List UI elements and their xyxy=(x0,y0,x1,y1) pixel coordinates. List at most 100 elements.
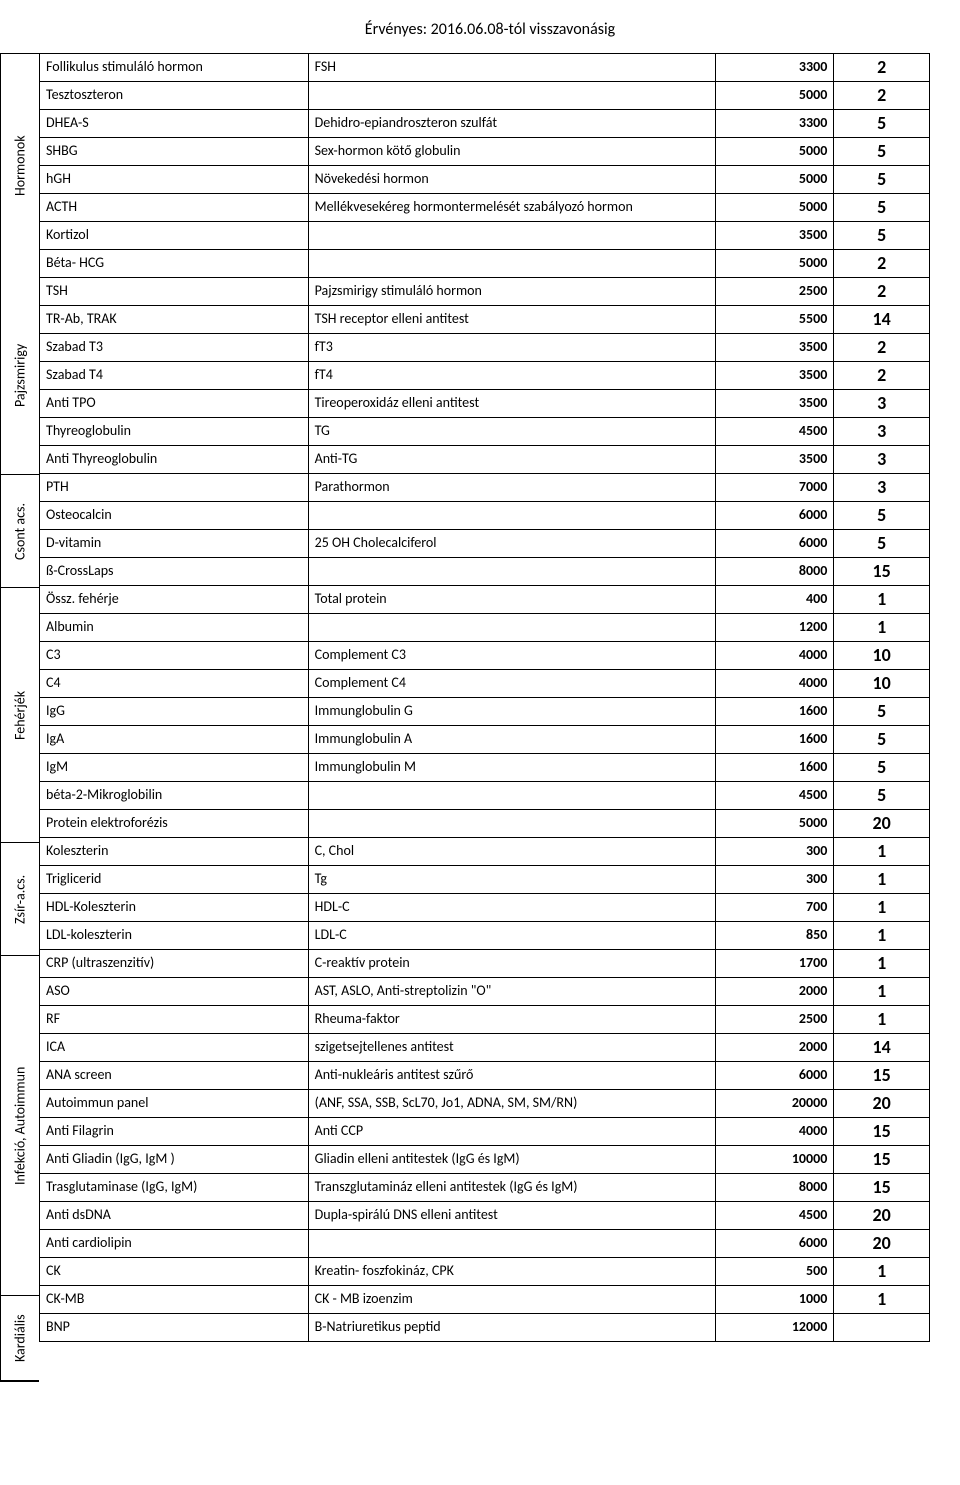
table-cell: Tg xyxy=(308,866,715,894)
table-cell xyxy=(834,1314,930,1342)
table-cell: Albumin xyxy=(40,614,309,642)
table-cell xyxy=(308,250,715,278)
table-cell: béta-2-Mikroglobilin xyxy=(40,782,309,810)
table-cell: 5000 xyxy=(715,810,834,838)
table-cell: 5 xyxy=(834,726,930,754)
table-cell: Anti-nukleáris antitest szűrő xyxy=(308,1062,715,1090)
table-cell: C3 xyxy=(40,642,309,670)
table-cell: 3 xyxy=(834,418,930,446)
table-row: CKKreatin- foszfokináz, CPK5001 xyxy=(40,1258,930,1286)
table-cell: FSH xyxy=(308,54,715,82)
table-cell: Anti Thyreoglobulin xyxy=(40,446,309,474)
table-cell: 3300 xyxy=(715,54,834,82)
table-cell: PTH xyxy=(40,474,309,502)
category-sidebar: HormonokPajzsmirigyCsont acs.FehérjékZsí… xyxy=(0,53,39,1382)
table-cell: CK-MB xyxy=(40,1286,309,1314)
table-cell: 1600 xyxy=(715,698,834,726)
table-cell: Gliadin elleni antitestek (IgG és IgM) xyxy=(308,1146,715,1174)
table-cell: C4 xyxy=(40,670,309,698)
table-row: béta-2-Mikroglobilin45005 xyxy=(40,782,930,810)
table-cell: IgG xyxy=(40,698,309,726)
table-cell: 5 xyxy=(834,782,930,810)
table-cell: 2500 xyxy=(715,1006,834,1034)
table-cell: 300 xyxy=(715,866,834,894)
table-row: C4Complement C4400010 xyxy=(40,670,930,698)
table-row: RFRheuma-faktor25001 xyxy=(40,1006,930,1034)
table-cell: 4000 xyxy=(715,670,834,698)
table-cell: Osteocalcin xyxy=(40,502,309,530)
table-cell xyxy=(308,810,715,838)
table-cell: CK - MB izoenzim xyxy=(308,1286,715,1314)
table-row: IgAImmunglobulin A16005 xyxy=(40,726,930,754)
table-cell: 14 xyxy=(834,1034,930,1062)
table-cell: Sex-hormon kötő globulin xyxy=(308,138,715,166)
table-cell: 15 xyxy=(834,1146,930,1174)
table-cell xyxy=(308,502,715,530)
table-row: CRP (ultraszenzitív)C-reaktív protein170… xyxy=(40,950,930,978)
table-cell: Anti dsDNA xyxy=(40,1202,309,1230)
table-cell: (ANF, SSA, SSB, ScL70, Jo1, ADNA, SM, SM… xyxy=(308,1090,715,1118)
table-cell: TSH xyxy=(40,278,309,306)
table-row: Albumin12001 xyxy=(40,614,930,642)
table-cell: 5 xyxy=(834,502,930,530)
table-row: Anti ThyreoglobulinAnti-TG35003 xyxy=(40,446,930,474)
table-cell: 3500 xyxy=(715,222,834,250)
table-row: ANA screenAnti-nukleáris antitest szűrő6… xyxy=(40,1062,930,1090)
category-label: Zsír-a.cs. xyxy=(1,843,39,956)
table-cell: 700 xyxy=(715,894,834,922)
table-cell: 4000 xyxy=(715,642,834,670)
table-cell: Mellékvesekéreg hormontermelését szabály… xyxy=(308,194,715,222)
table-cell: Pajzsmirigy stimuláló hormon xyxy=(308,278,715,306)
table-cell: D-vitamin xyxy=(40,530,309,558)
table-cell: Rheuma-faktor xyxy=(308,1006,715,1034)
table-row: Protein elektroforézis500020 xyxy=(40,810,930,838)
table-cell: Szabad T4 xyxy=(40,362,309,390)
table-cell: 5000 xyxy=(715,82,834,110)
table-cell: Kreatin- foszfokináz, CPK xyxy=(308,1258,715,1286)
table-cell: 300 xyxy=(715,838,834,866)
table-cell: Növekedési hormon xyxy=(308,166,715,194)
table-row: ACTHMellékvesekéreg hormontermelését sza… xyxy=(40,194,930,222)
table-cell xyxy=(308,1230,715,1258)
table-cell: 4500 xyxy=(715,418,834,446)
table-cell: Kortizol xyxy=(40,222,309,250)
table-cell: 6000 xyxy=(715,1062,834,1090)
table-cell: CK xyxy=(40,1258,309,1286)
table-cell: 3500 xyxy=(715,446,834,474)
table-cell: 1 xyxy=(834,586,930,614)
table-row: PTHParathormon70003 xyxy=(40,474,930,502)
table-cell: Össz. fehérje xyxy=(40,586,309,614)
category-label: Fehérjék xyxy=(1,588,39,843)
table-cell: 1 xyxy=(834,1006,930,1034)
table-cell: 1 xyxy=(834,978,930,1006)
table-row: Szabad T4fT435002 xyxy=(40,362,930,390)
table-cell: ß-CrossLaps xyxy=(40,558,309,586)
table-cell: 8000 xyxy=(715,558,834,586)
table-row: Béta- HCG50002 xyxy=(40,250,930,278)
table-cell: HDL-Koleszterin xyxy=(40,894,309,922)
table-cell: Protein elektroforézis xyxy=(40,810,309,838)
table-row: Follikulus stimuláló hormonFSH33002 xyxy=(40,54,930,82)
category-label: Hormonok xyxy=(1,54,39,277)
table-cell: C-reaktív protein xyxy=(308,950,715,978)
table-row: TrigliceridTg3001 xyxy=(40,866,930,894)
table-cell: Anti TPO xyxy=(40,390,309,418)
table-cell: 3500 xyxy=(715,362,834,390)
category-label: Infekció, Autoimmun xyxy=(1,956,39,1296)
table-cell: 8000 xyxy=(715,1174,834,1202)
table-cell: 1 xyxy=(834,838,930,866)
table-cell: Tireoperoxidáz elleni antitest xyxy=(308,390,715,418)
table-cell: TG xyxy=(308,418,715,446)
table-row: Anti FilagrinAnti CCP400015 xyxy=(40,1118,930,1146)
table-cell: 1 xyxy=(834,1258,930,1286)
table-cell: 15 xyxy=(834,1062,930,1090)
table-cell: SHBG xyxy=(40,138,309,166)
table-cell: 5000 xyxy=(715,166,834,194)
table-cell: 1 xyxy=(834,922,930,950)
table-cell: Total protein xyxy=(308,586,715,614)
table-cell: LDL-C xyxy=(308,922,715,950)
table-cell: 14 xyxy=(834,306,930,334)
table-cell: 2000 xyxy=(715,978,834,1006)
table-cell xyxy=(308,558,715,586)
table-cell: 1 xyxy=(834,614,930,642)
